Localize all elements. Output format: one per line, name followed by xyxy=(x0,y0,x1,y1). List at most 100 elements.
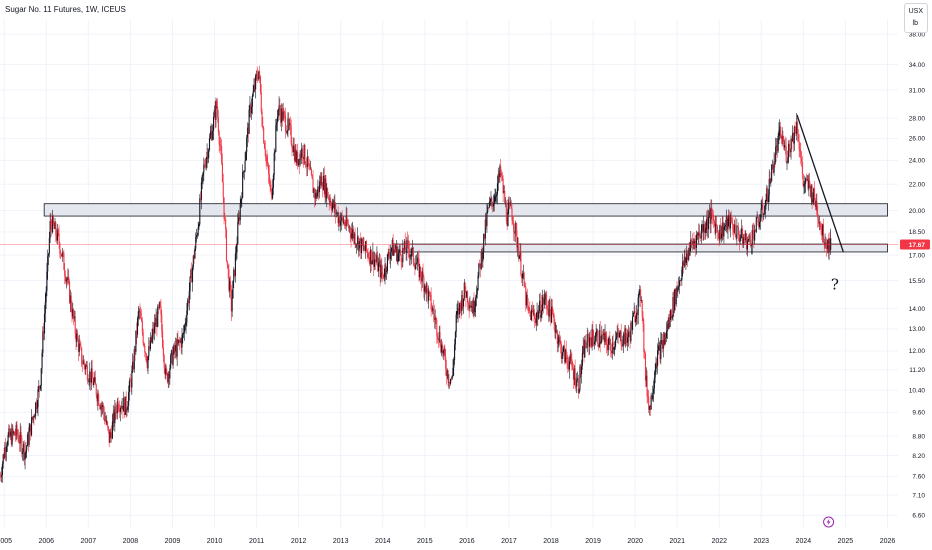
lightning-bolt-icon[interactable] xyxy=(823,516,835,528)
candle-body xyxy=(652,392,654,400)
candle-body xyxy=(495,196,497,197)
candle-body xyxy=(96,395,98,402)
candle-body xyxy=(261,111,263,127)
x-tick-label: 2018 xyxy=(543,538,559,545)
candle-body xyxy=(807,179,809,189)
candle-body xyxy=(792,132,794,142)
candle-body xyxy=(248,109,250,134)
candle-body xyxy=(669,310,672,321)
candle-body xyxy=(507,208,509,227)
candle-body xyxy=(466,291,468,298)
candle-body xyxy=(530,309,532,321)
candle-body xyxy=(597,330,599,345)
candle-body xyxy=(102,405,104,407)
candle-body xyxy=(218,132,220,145)
candle-body xyxy=(820,226,822,227)
candle-body xyxy=(323,175,325,195)
trendline[interactable] xyxy=(796,114,844,253)
candle-body xyxy=(712,215,714,221)
candle-body xyxy=(733,229,735,233)
candle-body xyxy=(186,310,188,323)
candle-body xyxy=(54,222,56,229)
candle-body xyxy=(707,217,709,230)
zone-rect-2[interactable] xyxy=(394,243,888,253)
candle-body xyxy=(528,307,530,311)
candle-body xyxy=(137,311,139,319)
zone-rect-1[interactable] xyxy=(43,203,888,217)
candle-body xyxy=(628,331,630,336)
candle-body xyxy=(773,161,775,173)
support-resistance-zones[interactable] xyxy=(43,203,888,253)
candle-body xyxy=(608,338,610,345)
candle-body xyxy=(297,159,300,166)
candle-body xyxy=(615,337,617,340)
candle-body xyxy=(43,313,46,334)
candle-body xyxy=(88,381,90,382)
candle-body xyxy=(763,214,765,215)
candle-body xyxy=(229,280,232,291)
x-axis[interactable]: 2005 2006 2007 2008 2009 2010 2011 2012 2013 2014… xyxy=(0,538,895,545)
candle-body xyxy=(522,272,524,274)
candle-body xyxy=(621,345,623,346)
candle-body xyxy=(606,344,609,351)
candle-body xyxy=(361,238,363,254)
candle-body xyxy=(284,112,286,116)
candle-body xyxy=(149,337,151,349)
y-axis[interactable]: 38.00 34.00 31.00 28.00 26.00 24.00 22.00 20.00… xyxy=(900,31,930,520)
candle-body xyxy=(649,406,651,410)
candle-body xyxy=(496,183,499,195)
candle-body xyxy=(68,277,70,282)
candle-body xyxy=(157,306,159,327)
candle-body xyxy=(49,220,51,239)
candle-body xyxy=(527,305,529,308)
candle-body xyxy=(806,179,808,181)
candle-body xyxy=(584,340,586,358)
candle-body xyxy=(420,277,422,282)
candle-body xyxy=(52,216,54,225)
candle-body xyxy=(699,232,701,237)
candle-body xyxy=(128,380,130,393)
candle-body xyxy=(535,317,537,324)
candle-body xyxy=(591,329,593,347)
candle-body xyxy=(666,324,668,332)
candle-body xyxy=(282,111,284,121)
candle-body xyxy=(151,335,153,342)
candle-body xyxy=(634,310,636,322)
candle-body xyxy=(810,185,812,197)
candle-body xyxy=(691,239,693,242)
trendline-layer[interactable] xyxy=(796,114,844,253)
candle-body xyxy=(399,249,401,255)
question-mark-annotation[interactable]: ? xyxy=(831,276,839,294)
candle-body xyxy=(71,309,73,317)
candle-body xyxy=(504,203,507,205)
candle-body xyxy=(415,264,417,270)
candle-body xyxy=(754,230,757,232)
candle-body xyxy=(148,346,150,357)
candle-body xyxy=(146,361,148,369)
candle-body xyxy=(352,229,354,233)
candle-body xyxy=(488,201,490,208)
candle-body xyxy=(259,76,262,93)
candle-body xyxy=(484,219,486,239)
candle-body xyxy=(381,264,383,273)
candle-body xyxy=(431,309,433,311)
candle-body xyxy=(546,300,548,309)
y-tick-label: 12.00 xyxy=(909,348,926,355)
x-tick-label: 2024 xyxy=(796,538,812,545)
candle-body xyxy=(458,307,460,315)
candle-body xyxy=(436,319,438,336)
candle-body xyxy=(214,109,216,120)
candle-body xyxy=(805,178,807,184)
candle-body xyxy=(416,257,418,264)
candle-body xyxy=(350,233,352,239)
currency-unit-selector[interactable]: USX lb xyxy=(904,3,928,33)
candle-body xyxy=(536,311,538,318)
candle-body xyxy=(780,126,782,138)
candle-body xyxy=(435,318,437,320)
candle-body xyxy=(298,159,300,165)
candle-body xyxy=(370,249,372,265)
candle-body xyxy=(669,317,671,321)
candle-body xyxy=(793,126,795,144)
